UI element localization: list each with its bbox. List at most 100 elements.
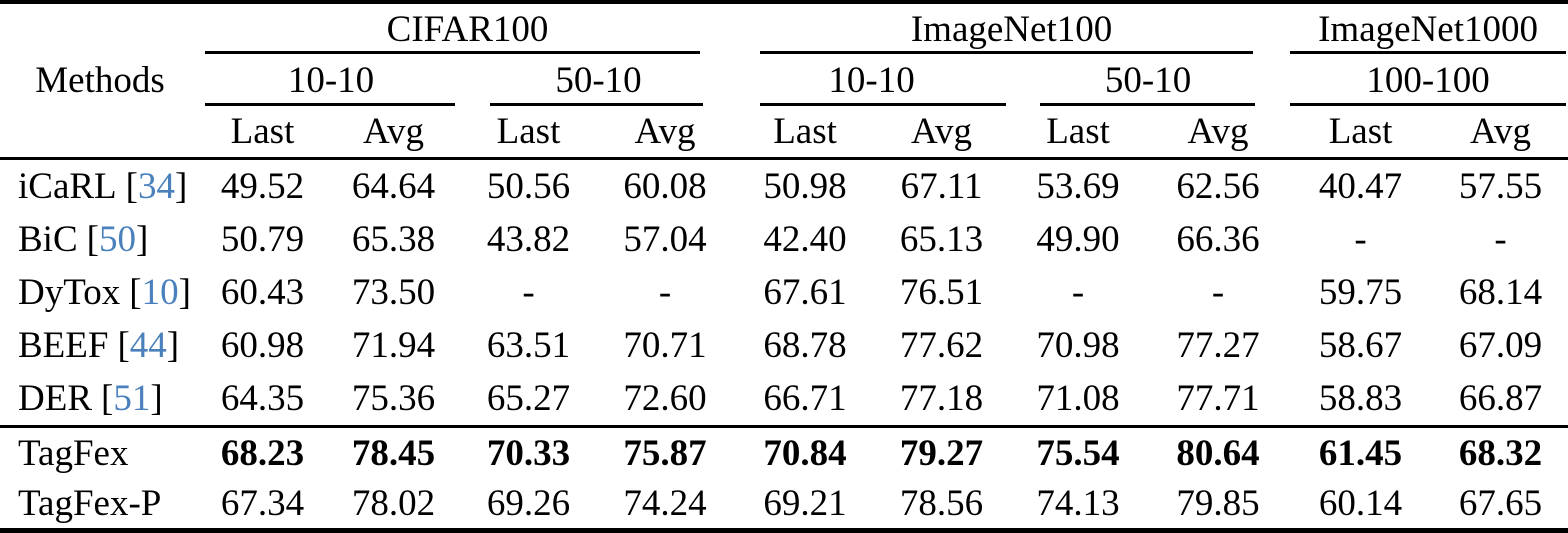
cell-value: 50.79 [220,219,305,260]
cell-value: 66.71 [763,378,847,419]
cell-value: - [1354,219,1367,260]
cell-value: 68.78 [763,325,847,366]
group-header-cifar100: CIFAR100 [200,2,735,54]
cell-value: 49.90 [1036,219,1120,260]
cell-value: 60.98 [220,325,305,366]
bracket: ] [135,219,149,260]
bracket: [ [86,219,99,260]
method-label: TagFex [18,432,129,474]
citation-link[interactable]: 51 [113,378,151,419]
cell-value: - [1494,219,1507,260]
cell-value: 57.04 [623,219,707,260]
bracket: ] [166,325,180,366]
table-row-dytox: DyTox [10] 60.43 73.50 - - 67.61 76.51 - … [0,266,1568,319]
cell-value: 71.08 [1036,378,1120,419]
cell-value: 70.71 [623,325,707,366]
table-row-der: DER [51] 64.35 75.36 65.27 72.60 66.71 77… [0,372,1568,427]
cell-value: - [1071,272,1085,313]
method-name: iCaRL [34] [0,159,200,214]
table-row-bic: BiC [50] 50.79 65.38 43.82 57.04 42.40 65… [0,213,1568,266]
cell-value: 63.51 [486,325,571,366]
cell-value: 77.71 [1176,378,1260,419]
setting-header-100-100: 100-100 [1288,54,1568,106]
method-name: TagFex [0,425,200,478]
metric-header-last: Last [1008,106,1149,160]
cell-value: 74.24 [595,478,736,533]
bracket: [ [101,378,114,419]
citation: [10] [129,272,191,313]
cell-value: 49.52 [220,166,305,207]
cell-value: 80.64 [1148,425,1289,478]
table-row-tagfex: TagFex 68.23 78.45 70.33 75.87 70.84 79.… [0,425,1568,478]
cell-value: 68.32 [1433,425,1568,478]
cell-value: 65.13 [899,219,984,260]
metric-header-last: Last [735,106,876,160]
citation-link[interactable]: 44 [129,325,167,366]
metric-header-avg: Avg [595,106,736,160]
setting-header-10-10: 10-10 [735,54,1008,106]
metric-header-last: Last [462,106,595,160]
cell-value: 77.62 [899,325,984,366]
cell-value: - [1211,272,1225,313]
cell-value: 78.02 [325,478,462,533]
citation-link[interactable]: 50 [98,219,136,260]
cell-value: 64.64 [351,166,436,207]
citation: [51] [101,378,163,419]
cell-value: 60.43 [220,272,305,313]
method-name: DyTox [10] [0,266,200,319]
metric-header-last: Last [200,106,325,160]
cell-value: 58.83 [1318,378,1403,419]
cell-value: 78.45 [325,425,462,478]
citation-link[interactable]: 10 [141,272,179,313]
bracket: [ [129,272,142,313]
bracket: ] [178,272,191,313]
cell-value: 43.82 [486,219,571,260]
cell-value: 62.56 [1176,166,1260,207]
cell-value: 42.40 [763,219,847,260]
cell-value: 67.34 [200,478,325,533]
cell-value: 67.11 [900,166,983,207]
table-row-beef: BEEF [44] 60.98 71.94 63.51 70.71 68.78 7… [0,319,1568,372]
cell-value: 60.08 [623,166,707,207]
cell-value: 64.35 [220,378,305,419]
method-name: TagFex-P [0,478,200,533]
cell-value: 57.55 [1458,166,1543,207]
cell-value: 72.60 [623,378,707,419]
cell-value: 58.67 [1318,325,1403,366]
cell-value: 68.23 [200,425,325,478]
cell-value: 69.21 [735,478,876,533]
group-header-row: Methods CIFAR100 ImageNet100 ImageNet100… [0,2,1568,160]
cell-value: 61.45 [1288,425,1434,478]
setting-header-50-10: 50-10 [1008,54,1288,106]
cell-value: 77.27 [1176,325,1260,366]
cell-value: 50.56 [486,166,571,207]
table-header: Methods CIFAR100 ImageNet100 ImageNet100… [0,2,1568,160]
metric-header-avg: Avg [1148,106,1289,160]
cell-value: 77.18 [899,378,984,419]
setting-header-row: 10-10 50-10 10-10 50-10 100-100 [0,54,1568,106]
citation: [44] [117,325,179,366]
cell-value: 73.50 [351,272,436,313]
cell-value: - [658,272,672,313]
metric-header-avg: Avg [875,106,1009,160]
cell-value: 75.54 [1008,425,1149,478]
group-header-imagenet100: ImageNet100 [735,2,1288,54]
cell-value: 79.27 [875,425,1009,478]
citation: [34] [126,166,188,207]
method-label: BEEF [18,325,109,366]
cell-value: 76.51 [899,272,984,313]
citation-link[interactable]: 34 [138,166,175,207]
cell-value: 60.14 [1288,478,1434,533]
method-name: BEEF [44] [0,319,200,372]
cell-value: 71.94 [351,325,436,366]
methods-column-header: Methods [0,2,200,160]
bracket: [ [117,325,130,366]
cell-value: 67.65 [1433,478,1568,533]
method-label: DER [18,378,92,419]
cell-value: - [522,272,535,313]
cell-value: 75.87 [595,425,736,478]
cell-value: 69.26 [462,478,595,533]
cell-value: 67.09 [1458,325,1543,366]
cell-value: 53.69 [1036,166,1120,207]
setting-header-10-10: 10-10 [200,54,462,106]
